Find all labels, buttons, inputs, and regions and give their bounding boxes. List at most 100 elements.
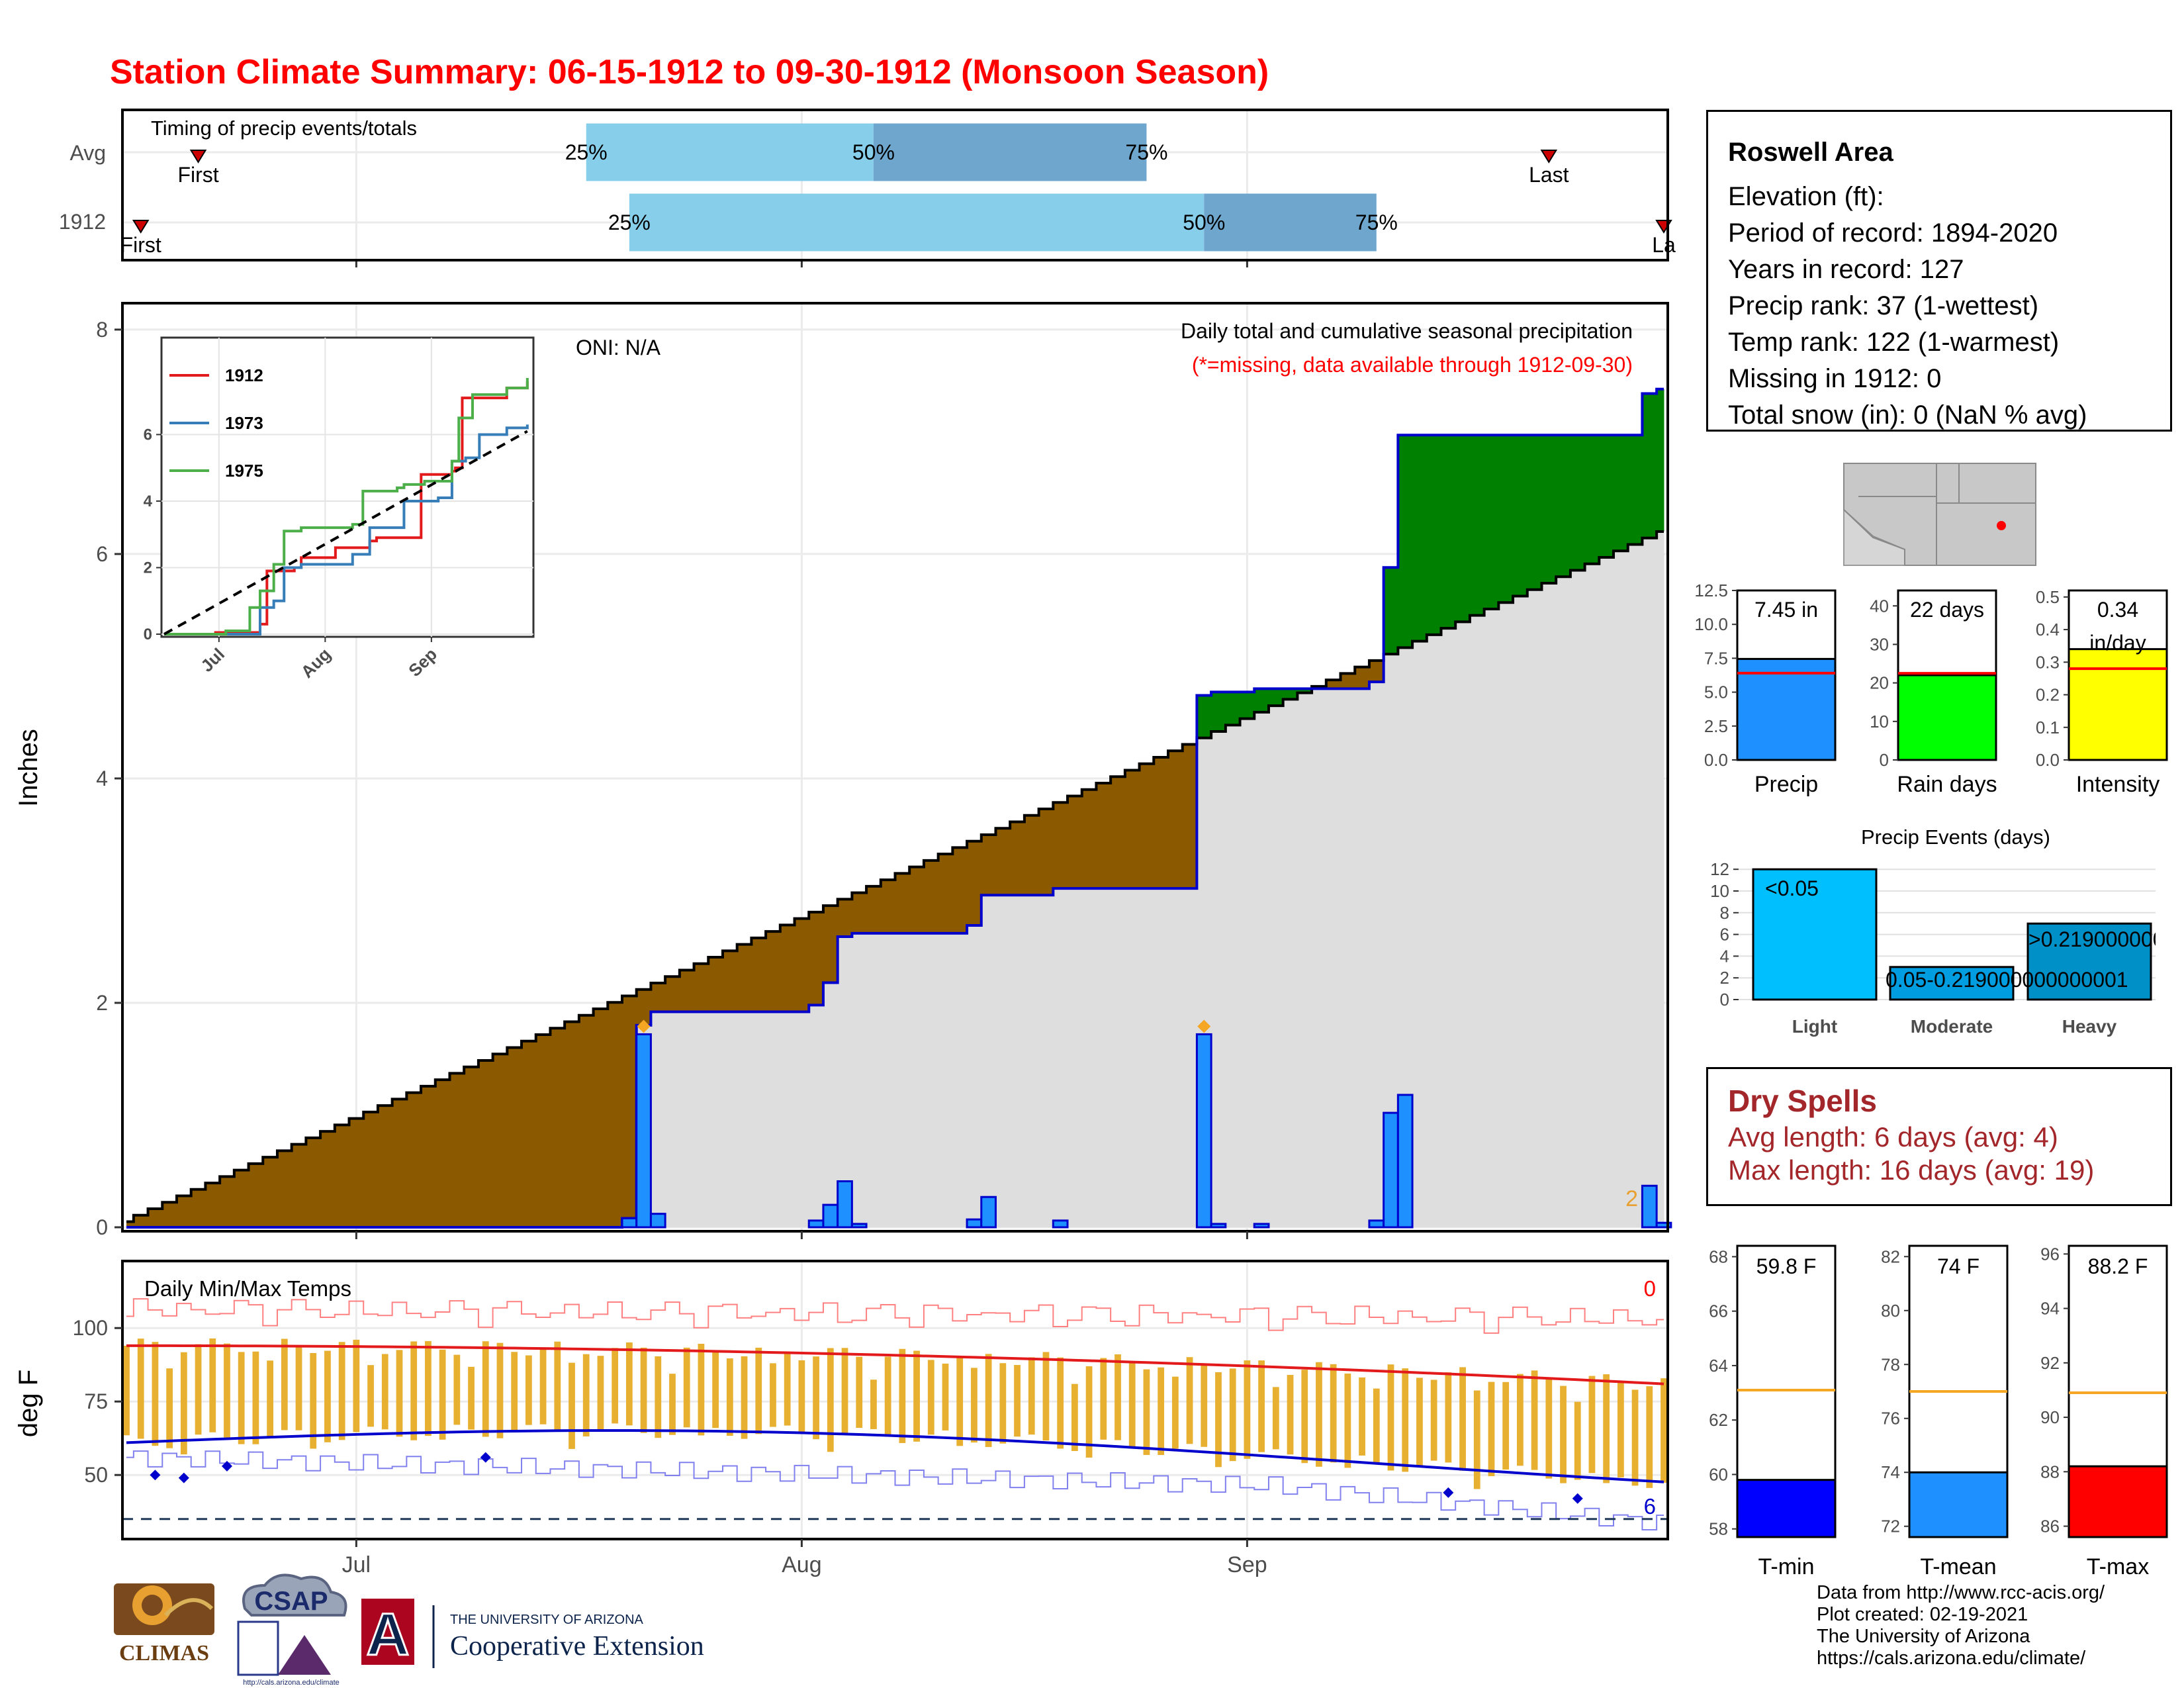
daily-precip-bar-13 [1368,1219,1385,1229]
gray-fill-day [1398,647,1413,1227]
info-total-snow: Total snow (in): 0 (NaN % avg) [1728,400,2087,430]
gray-fill-day [737,1011,752,1227]
deficit-fill-day [1081,789,1097,889]
deficit-fill-day [148,1209,163,1227]
temp-summary-y-tick-label-2-4: 94 [2040,1299,2060,1319]
precip-right-label: 2 [1625,1186,1638,1211]
record-low-line [126,1450,1664,1531]
csap-logo-text: CSAP [254,1587,328,1616]
daily-temp-bar [1617,1382,1624,1477]
record-low-marker-4 [1443,1487,1454,1498]
quartile-bar-high-1912 [1204,193,1377,252]
dry-spells-box: Dry Spells Avg length: 6 days (avg: 4) M… [1706,1067,2172,1206]
daily-temp-bar [1402,1368,1409,1472]
inset-y-tick-label-2: 4 [144,492,153,510]
daily-temp-bar [1215,1372,1222,1468]
precip-y-tick-label-1: 2 [96,991,108,1015]
gray-fill-day [1124,888,1140,1227]
surplus-fill-day [1657,389,1664,532]
daily-temp-bar [1158,1367,1165,1455]
gray-fill-day [895,933,910,1227]
daily-precip-bar-12 [1253,1223,1270,1229]
deficit-fill-day [191,1189,206,1227]
daily-temp-bar [612,1348,619,1424]
summary-bar-value-2: 0.34 [2097,598,2138,622]
gray-fill-day [1412,641,1428,1227]
daily-temp-bar [1330,1364,1337,1463]
temp-summary-y-tick-label-1-4: 80 [1881,1301,1900,1321]
deficit-fill-day [1024,815,1040,896]
gray-fill-day [1642,538,1657,1228]
deficit-fill-day [679,970,695,1012]
credits: Data from http://www.rcc-acis.org/ Plot … [1817,1582,2105,1669]
events-y-tick-label-3: 6 [1720,925,1729,945]
timing-row-label-avg: Avg [69,141,106,165]
daily-temp-bar [224,1343,230,1438]
gray-fill-day [1556,577,1571,1227]
deficit-fill-day [1111,776,1126,889]
temp-summary-y-tick-label-0-5: 68 [1709,1246,1728,1266]
gray-fill-day [1484,608,1499,1227]
last-event-label-1912: La [1652,233,1676,257]
temp-summary-value-2: 88.2 F [2088,1254,2148,1278]
gray-fill-day [866,933,882,1227]
gray-fill-day [694,1011,709,1227]
summary-bar-label-0: Precip [1754,772,1818,797]
daily-precip-bar-4 [822,1203,839,1229]
surplus-fill-day [1455,435,1471,622]
deficit-fill-day [1355,667,1370,689]
deficit-fill-day [565,1021,580,1227]
deficit-fill-day [406,1092,422,1227]
deficit-fill-day [449,1073,465,1227]
daily-temp-bar [1445,1372,1452,1463]
events-y-tick-label-1: 2 [1720,968,1729,988]
deficit-fill-day [837,899,852,937]
summary-bar-value-0: 7.45 in [1754,598,1818,622]
daily-temp-bar [1359,1377,1365,1456]
daily-temp-bar [683,1347,690,1428]
deficit-fill-day [694,963,709,1012]
gray-fill-day [751,1011,766,1227]
gray-fill-day [1469,615,1485,1227]
average-max-temp-line [126,1344,1664,1385]
info-years: Years in record: 127 [1728,255,1964,284]
dry-spells-max: Max length: 16 days (avg: 19) [1728,1154,2095,1186]
temp-panel-title: Daily Min/Max Temps [144,1276,351,1301]
info-temp-rank: Temp rank: 122 (1-warmest) [1728,328,2060,357]
temp-summary-y-tick-label-2-2: 90 [2040,1407,2060,1427]
deficit-fill-day [1010,821,1025,896]
daily-precip-bar-0 [621,1217,638,1229]
deficit-fill-day [377,1105,393,1227]
daily-temp-bar [1071,1383,1078,1452]
temp-summary-y-tick-label-2-0: 86 [2040,1517,2060,1536]
deficit-fill-day [126,1221,134,1227]
gray-fill-day [1225,725,1241,1227]
inset-legend-label-1912: 1912 [225,365,263,385]
daily-temp-bar [726,1358,733,1436]
daily-temp-bar [123,1345,130,1436]
daily-temp-bar [827,1348,834,1452]
surplus-fill-day [1283,688,1298,700]
inset-legend-label-1973: 1973 [225,413,263,433]
gray-fill-day [995,895,1011,1227]
gray-fill-day [1081,888,1097,1227]
deficit-fill-day [176,1196,192,1227]
temp-summary-label-0: T-min [1758,1554,1815,1579]
deficit-fill-day [967,841,982,926]
deficit-fill-day [780,925,796,1012]
gray-fill-day [1283,699,1298,1227]
summary-y-tick-label-0-1: 2.5 [1704,716,1728,736]
daily-precip-bar-9 [1052,1219,1069,1229]
daily-temp-bar [942,1363,949,1430]
summary-y-tick-label-2-0: 0.0 [2036,750,2060,770]
inset-legend-label-1975: 1975 [225,461,263,481]
gray-fill-day [938,933,953,1227]
deficit-fill-day [636,989,651,1025]
deficit-fill-day [622,996,637,1219]
deficit-fill-day [320,1131,336,1227]
average-cumulative-line [126,530,1664,1223]
daily-temp-bar [338,1342,345,1440]
daily-temp-bar [784,1353,791,1426]
gray-fill-day [1053,888,1068,1227]
